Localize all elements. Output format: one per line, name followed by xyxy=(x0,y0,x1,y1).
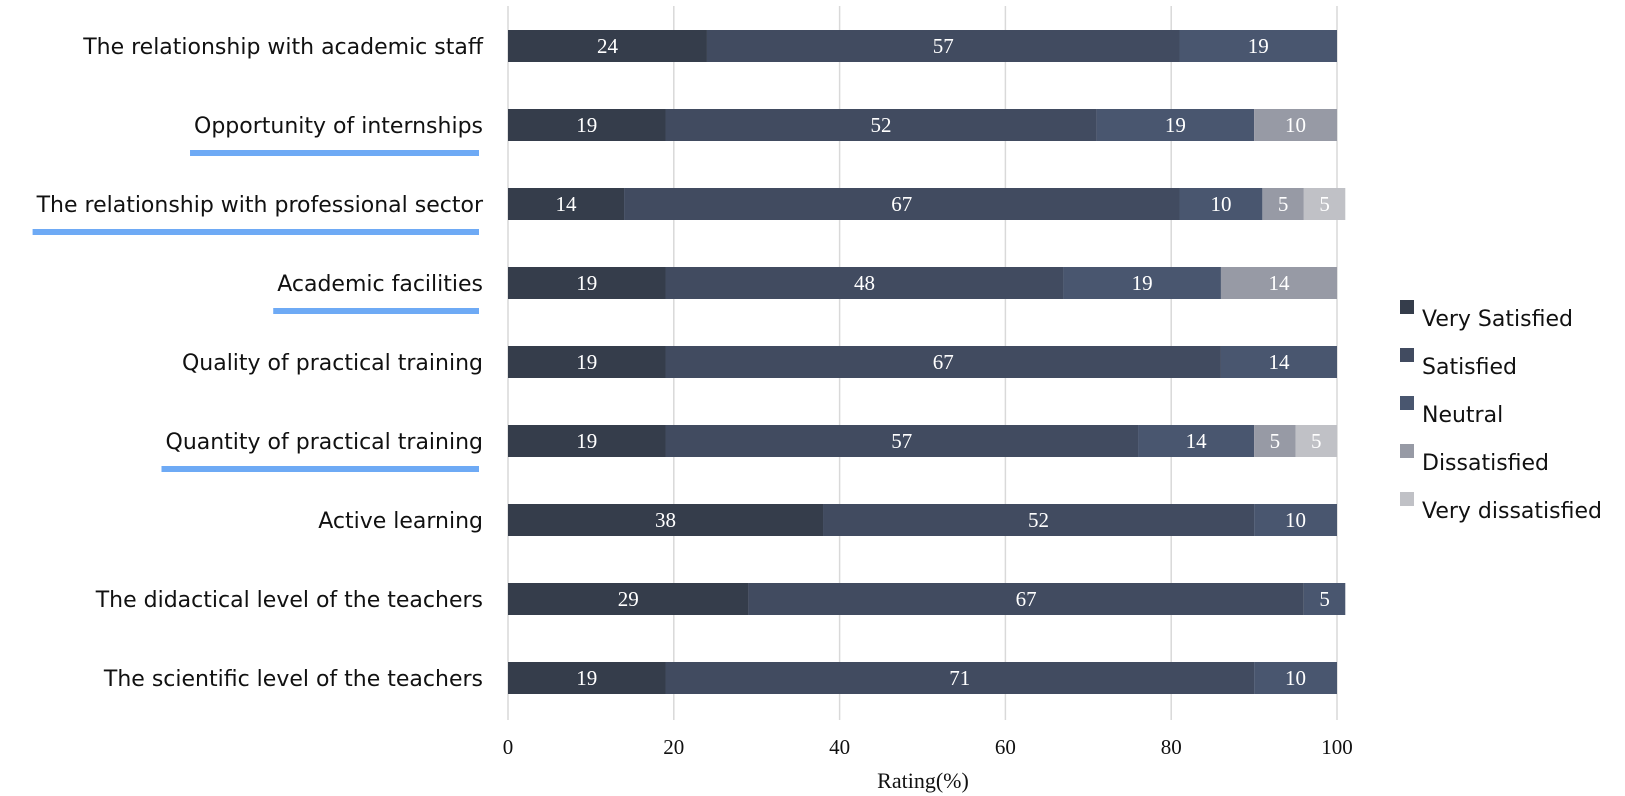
bar-segment xyxy=(1179,30,1337,62)
data-label: 14 xyxy=(1186,429,1208,453)
data-label: 5 xyxy=(1270,429,1281,453)
bar-segment xyxy=(1220,346,1337,378)
data-label: 57 xyxy=(933,34,954,58)
legend-swatch xyxy=(1400,300,1414,314)
legend-swatch xyxy=(1400,492,1414,506)
data-label: 10 xyxy=(1285,113,1306,137)
legend-label: Very Satisfied xyxy=(1422,307,1573,332)
data-label: 5 xyxy=(1311,429,1322,453)
bar-segment xyxy=(1303,583,1346,615)
bar-segment xyxy=(508,425,666,457)
data-label: 57 xyxy=(891,429,912,453)
bar-segment xyxy=(1254,504,1337,536)
legend-label: Neutral xyxy=(1422,403,1503,428)
category-label: Opportunity of internships xyxy=(194,114,483,139)
data-label: 10 xyxy=(1210,192,1231,216)
data-label: 5 xyxy=(1319,587,1330,611)
data-label: 19 xyxy=(1165,113,1186,137)
data-label: 71 xyxy=(949,666,970,690)
legend-label: Satisfied xyxy=(1422,355,1517,380)
bar-segment xyxy=(1254,425,1296,457)
bar-segment xyxy=(508,346,666,378)
bar-segment xyxy=(1063,267,1221,299)
bar-segment xyxy=(665,425,1139,457)
bar-segment xyxy=(748,583,1304,615)
bar-segment xyxy=(1220,267,1337,299)
data-label: 14 xyxy=(1268,271,1290,295)
category-label: Academic facilities xyxy=(277,272,483,297)
bar-segment xyxy=(665,267,1064,299)
data-label: 48 xyxy=(854,271,875,295)
bar-segment xyxy=(508,267,666,299)
category-labels: The relationship with academic staff Oppo… xyxy=(32,35,484,692)
category-label: The relationship with academic staff xyxy=(82,35,484,60)
category-label: Active learning xyxy=(318,509,483,534)
data-label: 10 xyxy=(1285,508,1306,532)
bar-segment xyxy=(1138,425,1255,457)
bar-segment xyxy=(706,30,1180,62)
data-label: 5 xyxy=(1319,192,1330,216)
x-tick-label: 40 xyxy=(829,735,850,759)
x-axis: 0 20 40 60 80 100 xyxy=(503,735,1353,759)
data-label: 67 xyxy=(891,192,912,216)
bar-segment xyxy=(508,662,666,694)
x-tick-label: 60 xyxy=(995,735,1016,759)
bar-segment xyxy=(1303,188,1346,220)
category-label: The relationship with professional secto… xyxy=(36,193,484,218)
bar-segment xyxy=(1096,109,1255,141)
x-tick-label: 20 xyxy=(663,735,684,759)
legend-swatch xyxy=(1400,396,1414,410)
legend-swatch xyxy=(1400,348,1414,362)
category-label: The scientific level of the teachers xyxy=(103,667,483,692)
data-label: 19 xyxy=(1132,271,1153,295)
data-label: 5 xyxy=(1278,192,1289,216)
data-label: 19 xyxy=(576,271,597,295)
x-tick-label: 0 xyxy=(503,735,514,759)
data-label: 10 xyxy=(1285,666,1306,690)
data-label: 67 xyxy=(933,350,954,374)
category-label: The didactical level of the teachers xyxy=(95,588,483,613)
bar-segment xyxy=(1254,109,1337,141)
bar-segment xyxy=(508,583,749,615)
bar-segment xyxy=(1295,425,1337,457)
category-label: Quality of practical training xyxy=(182,351,483,376)
data-label: 19 xyxy=(576,113,597,137)
legend-swatch xyxy=(1400,444,1414,458)
bar-segment xyxy=(508,30,707,62)
bar-segment xyxy=(665,346,1221,378)
data-label: 67 xyxy=(1016,587,1037,611)
x-tick-label: 80 xyxy=(1161,735,1182,759)
bar-segment xyxy=(508,504,824,536)
data-label: 19 xyxy=(576,666,597,690)
data-label: 29 xyxy=(618,587,639,611)
data-label: 14 xyxy=(556,192,578,216)
bar-segment xyxy=(624,188,1180,220)
bar-segment xyxy=(1254,662,1337,694)
x-tick-label: 100 xyxy=(1321,735,1353,759)
bar-segment xyxy=(1262,188,1304,220)
bar-segment xyxy=(823,504,1255,536)
bar-segment xyxy=(1179,188,1263,220)
bar-segment xyxy=(508,188,625,220)
legend: Very Satisfied Satisfied Neutral Dissatisfi… xyxy=(1400,300,1602,524)
data-label: 24 xyxy=(597,34,619,58)
bar-segment xyxy=(665,662,1255,694)
data-label: 19 xyxy=(576,429,597,453)
data-label: 52 xyxy=(1028,508,1049,532)
data-label: 14 xyxy=(1268,350,1290,374)
data-label: 38 xyxy=(655,508,676,532)
data-label: 52 xyxy=(871,113,892,137)
legend-label: Very dissatisfied xyxy=(1422,499,1602,524)
data-label: 19 xyxy=(1248,34,1269,58)
legend-label: Dissatisfied xyxy=(1422,451,1549,476)
x-axis-title: Rating(%) xyxy=(877,768,969,793)
category-label: Quantity of practical training xyxy=(166,430,484,455)
bar-segment xyxy=(665,109,1097,141)
data-label: 19 xyxy=(576,350,597,374)
bar-segment xyxy=(508,109,666,141)
